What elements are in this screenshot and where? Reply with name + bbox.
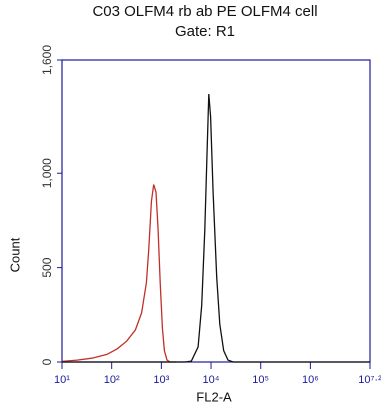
y-tick-label: 0 xyxy=(40,358,54,365)
x-axis-label: FL2-A xyxy=(196,389,232,404)
y-tick-label: 1,000 xyxy=(40,158,54,188)
x-tick-label: 10³ xyxy=(153,374,169,386)
chart-title: C03 OLFM4 rb ab PE OLFM4 cell xyxy=(92,3,317,20)
histogram-line xyxy=(61,184,177,363)
x-tick-label: 10⁶ xyxy=(302,374,319,386)
x-tick-label: 10² xyxy=(104,374,120,386)
histogram-line xyxy=(62,93,370,363)
x-tick-label: 10⁵ xyxy=(252,374,269,386)
plot-frame xyxy=(61,59,371,363)
y-tick-label: 500 xyxy=(40,257,54,277)
chart-subtitle: Gate: R1 xyxy=(175,23,235,40)
y-tick-label: 1,600 xyxy=(40,45,54,75)
x-tick-label: 10¹ xyxy=(54,374,70,386)
x-tick-label: 10⁴ xyxy=(203,374,220,386)
y-axis-label: Count xyxy=(7,237,22,272)
x-tick-label: 10⁷·² xyxy=(358,374,381,386)
